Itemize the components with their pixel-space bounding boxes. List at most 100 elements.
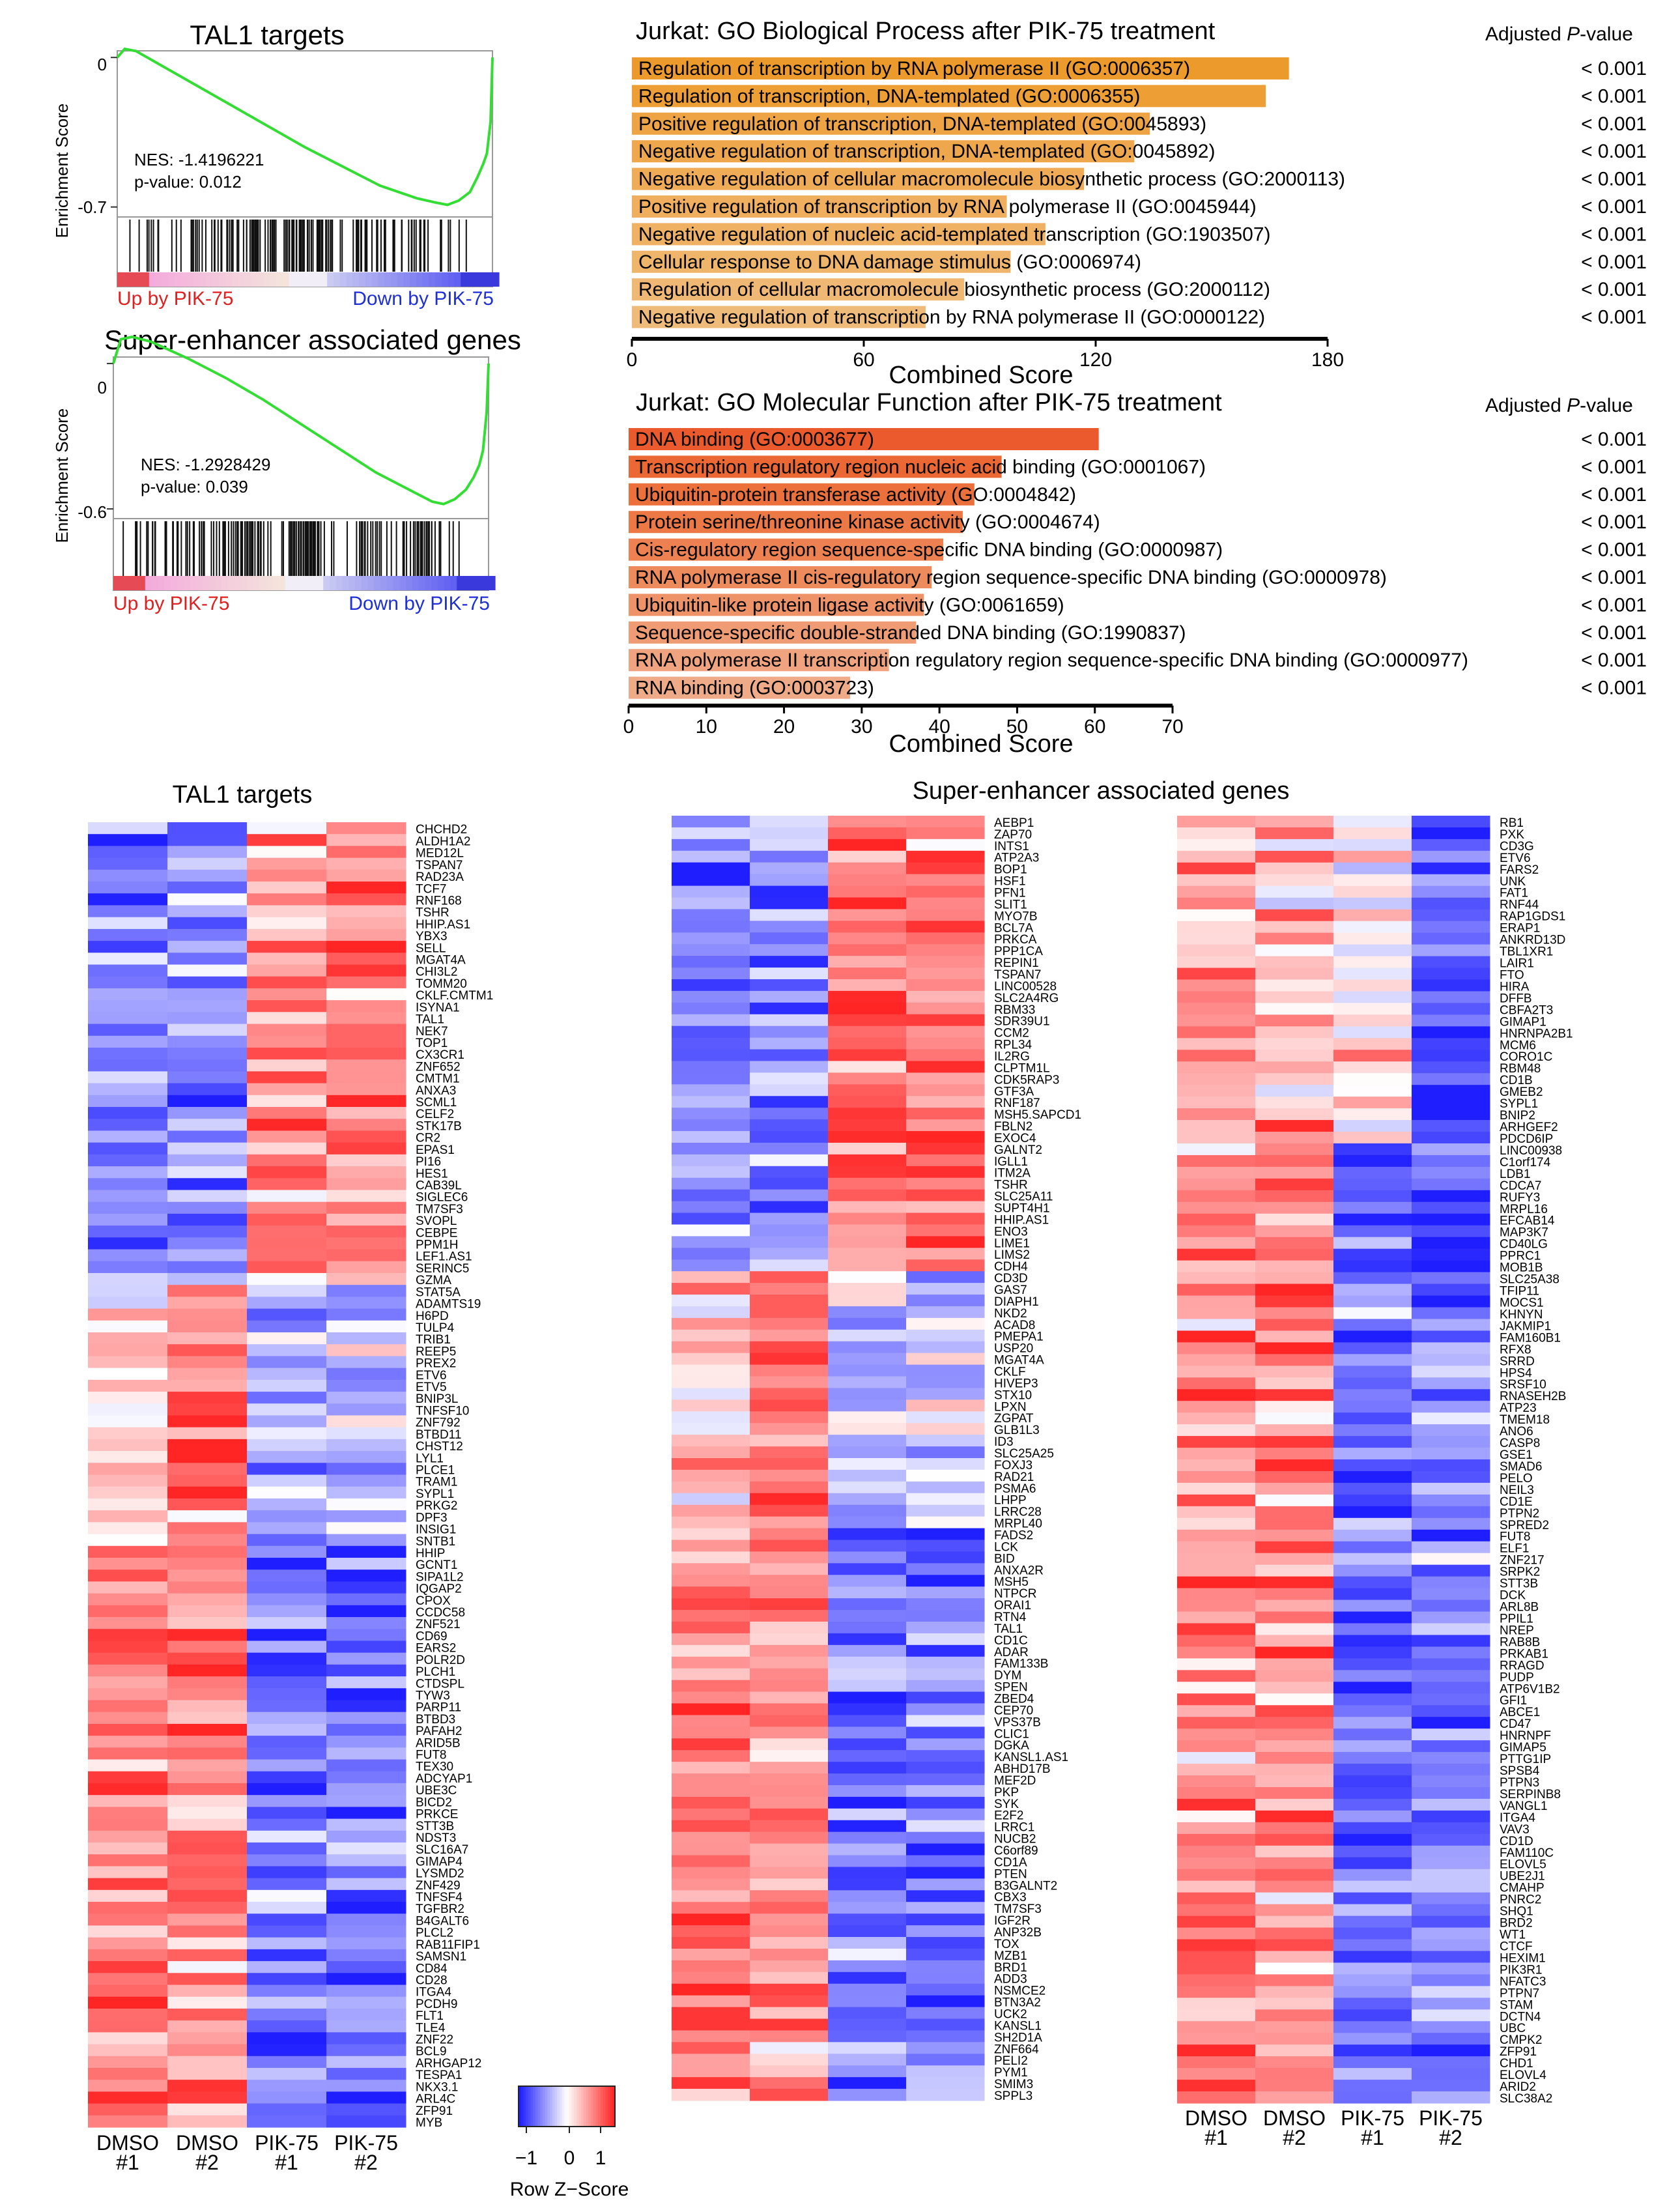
heatmap-cell	[326, 1083, 406, 1096]
heatmap-row-label: ERAP1	[1500, 922, 1540, 936]
heatmap-cell	[672, 2077, 750, 2089]
heatmap-cell	[750, 2065, 829, 2078]
heatmap-row-label: IQGAP2	[416, 1583, 462, 1596]
heatmap-cell	[167, 2115, 248, 2128]
heatmap-cell	[326, 1973, 406, 1986]
heatmap-cell	[672, 1458, 750, 1470]
gsea-ylabel: Enrichment Score	[52, 104, 72, 238]
heatmap-cell	[247, 1474, 327, 1487]
heatmap-cell	[828, 1084, 907, 1097]
heatmap-cell	[672, 1914, 750, 1926]
heatmap-cell	[750, 1563, 829, 1575]
gsea-rank-segment	[416, 272, 423, 287]
heatmap-cell	[750, 1399, 829, 1412]
heatmap-cell	[1177, 1786, 1256, 1799]
heatmap-cell	[906, 1084, 985, 1097]
gsea-rank-segment	[371, 272, 379, 287]
heatmap-row-label: ZNF22	[416, 2033, 453, 2047]
gsea-rank-segment	[170, 576, 178, 590]
heatmap-cell	[247, 1415, 327, 1428]
heatmap-row-label: GZMA	[416, 1274, 451, 1287]
heatmap-cell	[88, 1581, 168, 1594]
heatmap-cell	[1333, 956, 1412, 969]
gsea-rank-segment	[257, 272, 264, 287]
heatmap-row-label: CD1C	[994, 1634, 1028, 1648]
heatmap-cell	[1255, 1670, 1334, 1682]
heatmap-cell	[906, 944, 985, 956]
heatmap-cell	[1333, 1377, 1412, 1390]
heatmap-cell	[906, 1516, 985, 1529]
gsea-rank-segment	[479, 272, 487, 287]
heatmap-cell	[1412, 1705, 1490, 1717]
heatmap-cell	[326, 1285, 406, 1297]
heatmap-cell	[326, 1570, 406, 1582]
gsea-rank-segment	[469, 576, 477, 590]
legend-gradient-step	[595, 2086, 599, 2127]
heatmap-cell	[1333, 1775, 1412, 1788]
heatmap-cell	[88, 1320, 168, 1333]
heatmap-cell	[1412, 956, 1490, 969]
heatmap-row-label: ZGPAT	[994, 1412, 1034, 1426]
heatmap-row-label: WT1	[1500, 1928, 1526, 1942]
heatmap-row-label: PNRC2	[1500, 1893, 1541, 1907]
heatmap-cell	[326, 1474, 406, 1487]
heatmap-cell	[828, 816, 907, 828]
gsea-rank-segment	[199, 272, 207, 287]
heatmap-row-label: RNASEH2B	[1500, 1390, 1566, 1403]
heatmap-row-label: MSH5.SAPCD1	[994, 1108, 1081, 1122]
heatmap-cell	[750, 990, 829, 1003]
go-bar-label: Ubiquitin-like protein ligase activity (…	[635, 594, 1064, 616]
heatmap-row-label: ADAMTS19	[416, 1298, 481, 1312]
heatmap-cell	[88, 1000, 168, 1012]
heatmap-cell	[906, 1481, 985, 1494]
heatmap-row-label: SIPA1L2	[416, 1570, 464, 1584]
heatmap-cell	[167, 1830, 248, 1843]
heatmap-cell	[326, 1379, 406, 1392]
heatmap-cell	[326, 1439, 406, 1452]
heatmap-cell	[828, 1014, 907, 1027]
heatmap-cell	[326, 1914, 406, 1927]
heatmap-cell	[247, 822, 327, 835]
heatmap-cell	[828, 1691, 907, 1704]
heatmap-cell	[1177, 1599, 1256, 1613]
heatmap-cell	[828, 1528, 907, 1541]
heatmap-cell	[1333, 1553, 1412, 1566]
heatmap-row-label: SLIT1	[994, 898, 1027, 911]
heatmap-cell	[1177, 1412, 1256, 1425]
heatmap-cell	[247, 1344, 327, 1357]
heatmap-cell	[672, 1061, 750, 1073]
gsea-ytick-top: 0	[98, 378, 107, 397]
heatmap-cell	[828, 874, 907, 887]
heatmap-cell	[672, 1738, 750, 1751]
gsea-rank-segment	[219, 272, 226, 287]
gsea-rank-segment	[476, 576, 483, 590]
heatmap-cell	[1255, 1705, 1334, 1717]
go-bar-label: Negative regulation of cellular macromol…	[638, 169, 1345, 190]
heatmap-cell	[247, 1107, 327, 1119]
heatmap-cell	[1255, 1377, 1334, 1390]
heatmap-cell	[828, 1271, 907, 1283]
heatmap-cell	[247, 1973, 327, 1986]
gsea-rank-segment	[221, 576, 229, 590]
heatmap-cell	[1412, 1038, 1490, 1050]
heatmap-cell	[167, 1178, 248, 1191]
heatmap-cell	[828, 1948, 907, 1961]
heatmap-cell	[750, 1680, 829, 1693]
heatmap-row-label: SPSB4	[1500, 1764, 1540, 1778]
heatmap-cell	[167, 1463, 248, 1476]
heatmap-cell	[672, 1971, 750, 1985]
heatmap-row-label: GMEB2	[1500, 1085, 1543, 1099]
heatmap-cell	[1177, 1354, 1256, 1366]
heatmap-cell	[88, 1498, 168, 1511]
heatmap-row-label: EXOC4	[994, 1132, 1036, 1145]
legend-gradient-step	[557, 2086, 560, 2127]
heatmap-row-label: KANSL1.AS1	[994, 1751, 1068, 1764]
heatmap-cell	[1255, 1319, 1334, 1331]
heatmap-cell	[1412, 1869, 1490, 1882]
go-xtick-label: 60	[1084, 716, 1105, 738]
heatmap-cell	[247, 1213, 327, 1226]
gsea-rank-segment	[302, 272, 309, 287]
heatmap-cell	[1255, 1775, 1334, 1788]
heatmap-cell	[828, 1738, 907, 1751]
heatmap-cell	[247, 1736, 327, 1748]
